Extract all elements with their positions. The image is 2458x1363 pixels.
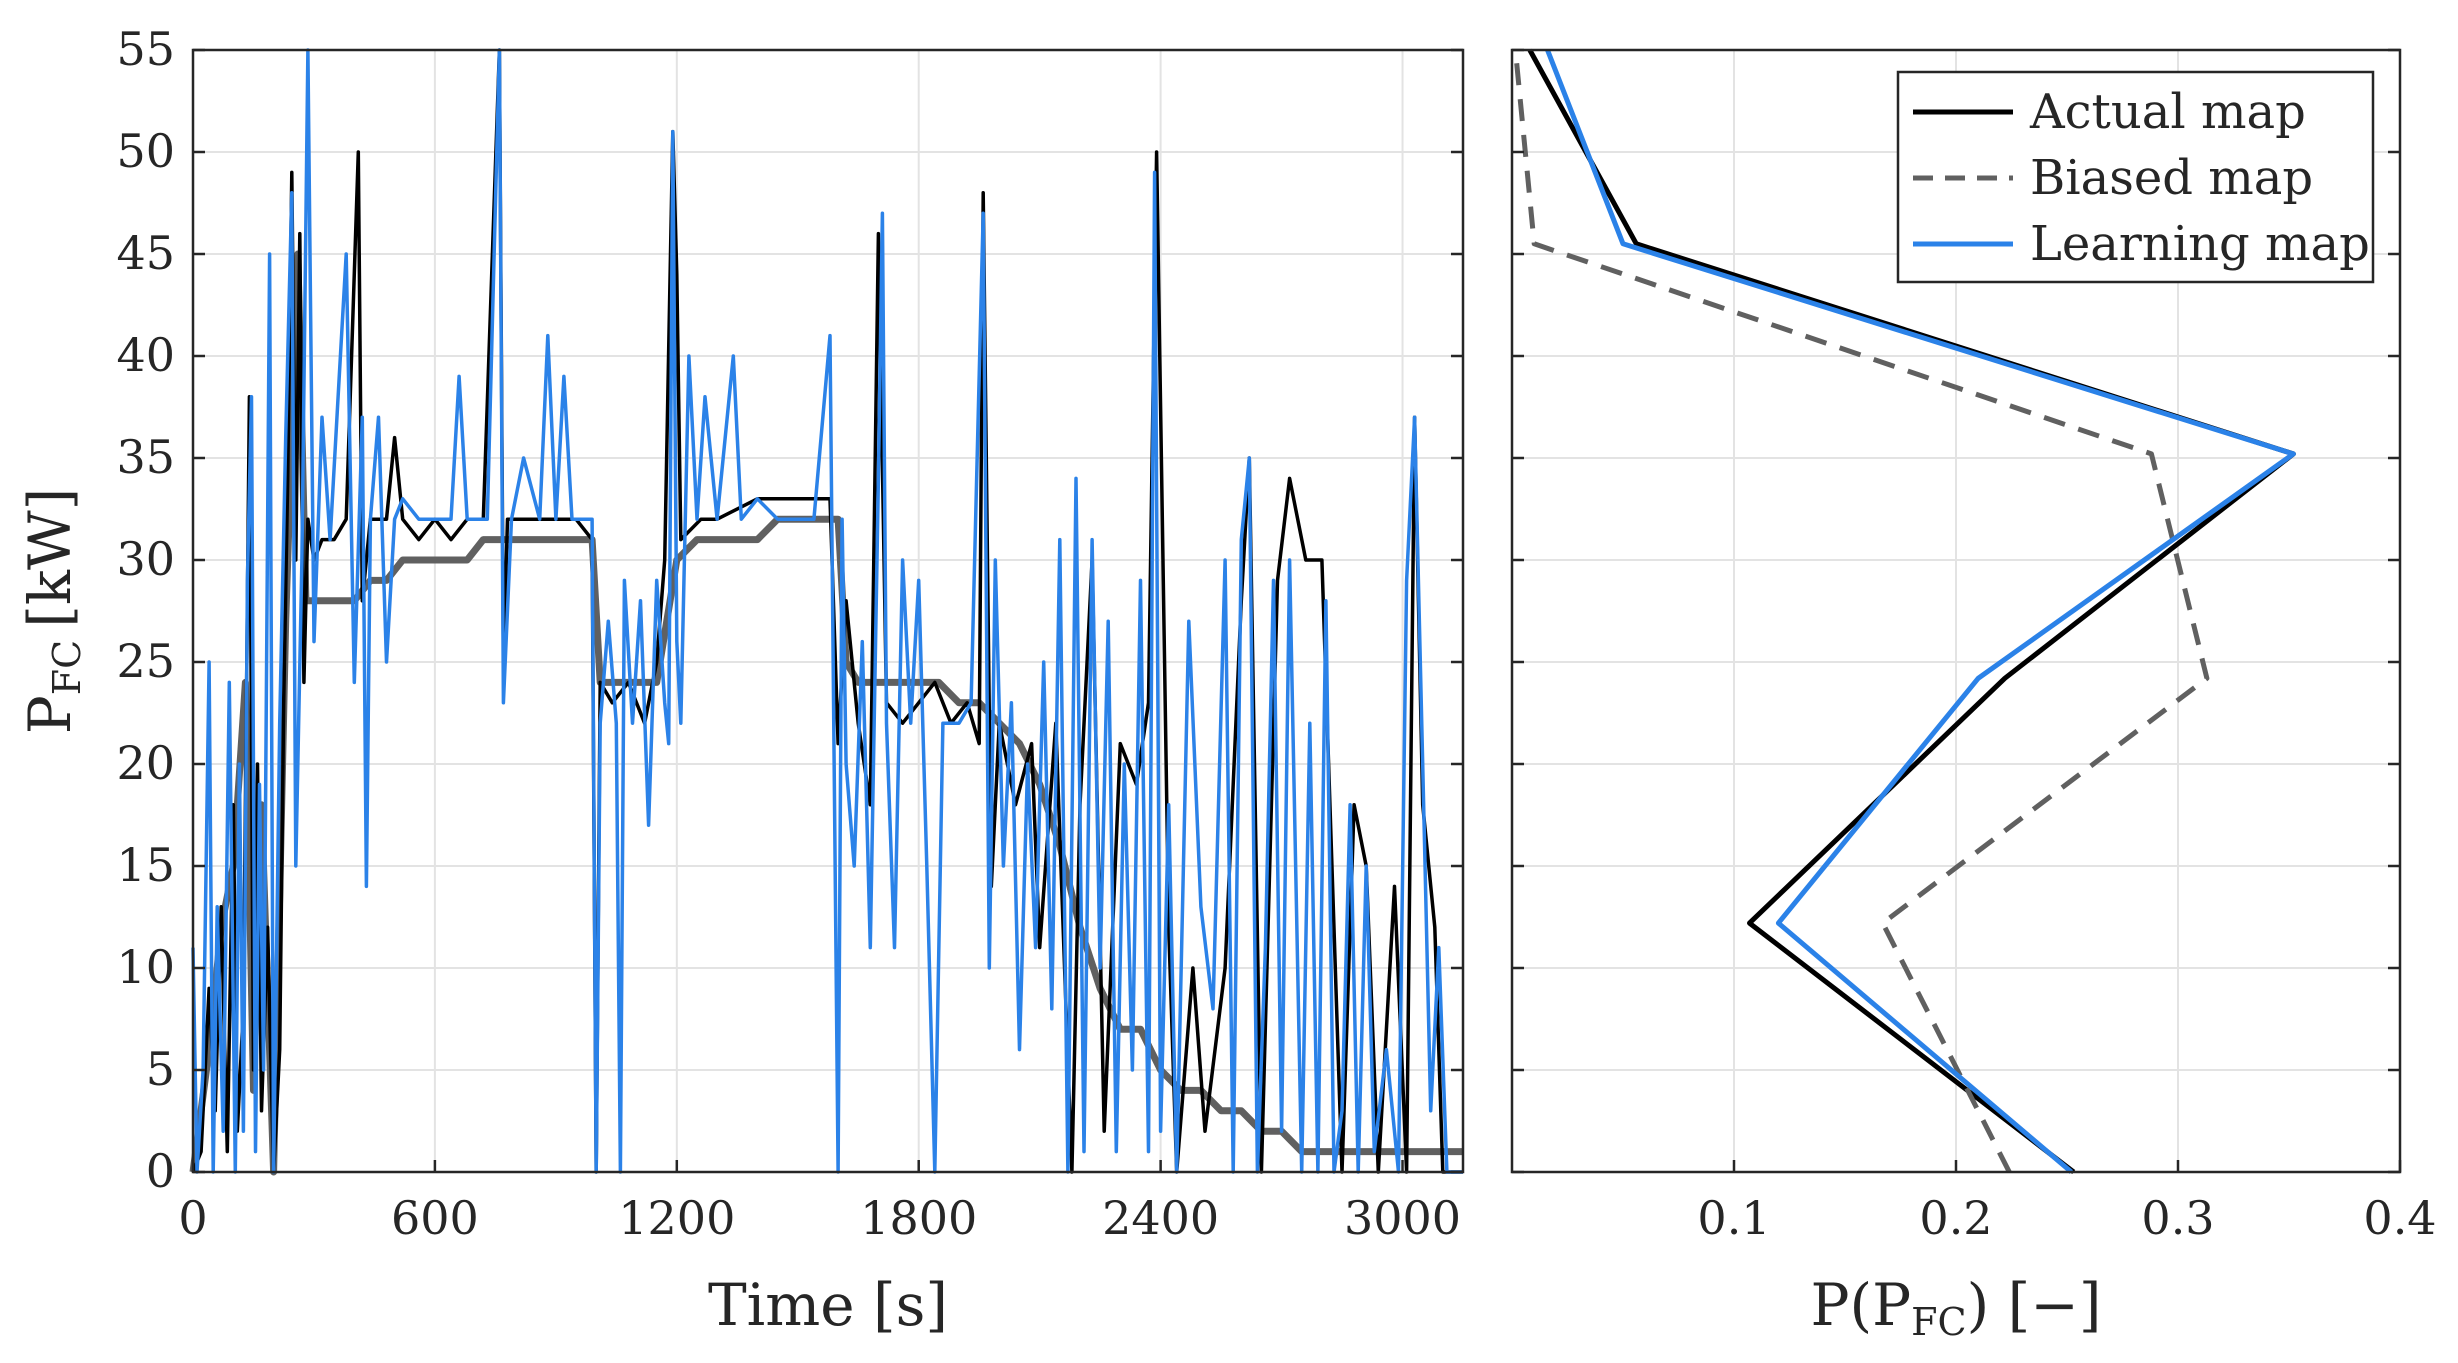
ts-tick-label-x-2: 1200 [618, 1191, 735, 1245]
legend: Actual map Biased map Learning map [1898, 72, 2373, 282]
ts-tick-label-y-6: 30 [116, 532, 175, 586]
x-axis-label-suffix: ) [−] [1967, 1271, 2102, 1339]
ts-tick-label-y-3: 15 [116, 838, 175, 892]
y-axis-label-symbol: P [16, 695, 84, 734]
dist-tick-label-x-3: 0.4 [2363, 1191, 2436, 1245]
time-series-lines [193, 50, 1463, 1172]
x-axis-label-time: Time [s] [708, 1271, 948, 1339]
ts-tick-label-y-10: 50 [116, 124, 175, 178]
ts-tick-label-y-4: 20 [116, 736, 175, 790]
ts-tick-label-x-0: 0 [178, 1191, 207, 1245]
dist-tick-label-x-1: 0.2 [1919, 1191, 1992, 1245]
x-axis-label-prefix: P(P [1810, 1271, 1911, 1339]
ts-tick-label-y-1: 5 [146, 1042, 175, 1096]
ts-tick-label-y-0: 0 [146, 1144, 175, 1198]
ts-tick-label-y-2: 10 [116, 940, 175, 994]
x-axis-label-probability: P(PFC) [−] [1810, 1271, 2101, 1344]
ts-tick-label-y-7: 35 [116, 430, 175, 484]
ts-tick-label-x-4: 2400 [1102, 1191, 1219, 1245]
legend-label-biased: Biased map [2030, 150, 2313, 206]
legend-label-learning: Learning map [2030, 216, 2370, 272]
ts-tick-label-y-8: 40 [116, 328, 175, 382]
legend-label-actual: Actual map [2029, 84, 2306, 140]
distribution-chart: 0.1 0.2 0.3 0.4 P(PFC) [−] Actual map Biase… [1512, 50, 2437, 1344]
ts-tick-label-x-5: 3000 [1344, 1191, 1461, 1245]
time-series-chart: 0 600 1200 1800 2400 3000 0 5 10 15 20 25 30 35 40 45 50… [16, 22, 1463, 1339]
ts-tick-label-y-9: 45 [116, 226, 175, 280]
dist-tick-label-x-2: 0.3 [2141, 1191, 2214, 1245]
ts-tick-label-y-5: 25 [116, 634, 175, 688]
y-axis-label-power: PFC [kW] [16, 488, 89, 735]
ts-tick-label-y-11: 55 [116, 22, 175, 76]
dist-tick-label-x-0: 0.1 [1697, 1191, 1770, 1245]
y-axis-label-unit: [kW] [16, 488, 84, 628]
y-axis-label-subscript: FC [45, 640, 89, 695]
x-axis-label-subscript: FC [1911, 1300, 1966, 1344]
ts-tick-label-x-1: 600 [391, 1191, 479, 1245]
ts-series-learning-map [193, 50, 1463, 1172]
ts-tick-label-x-3: 1800 [860, 1191, 977, 1245]
figure: 0 600 1200 1800 2400 3000 0 5 10 15 20 25 30 35 40 45 50… [0, 0, 2458, 1363]
